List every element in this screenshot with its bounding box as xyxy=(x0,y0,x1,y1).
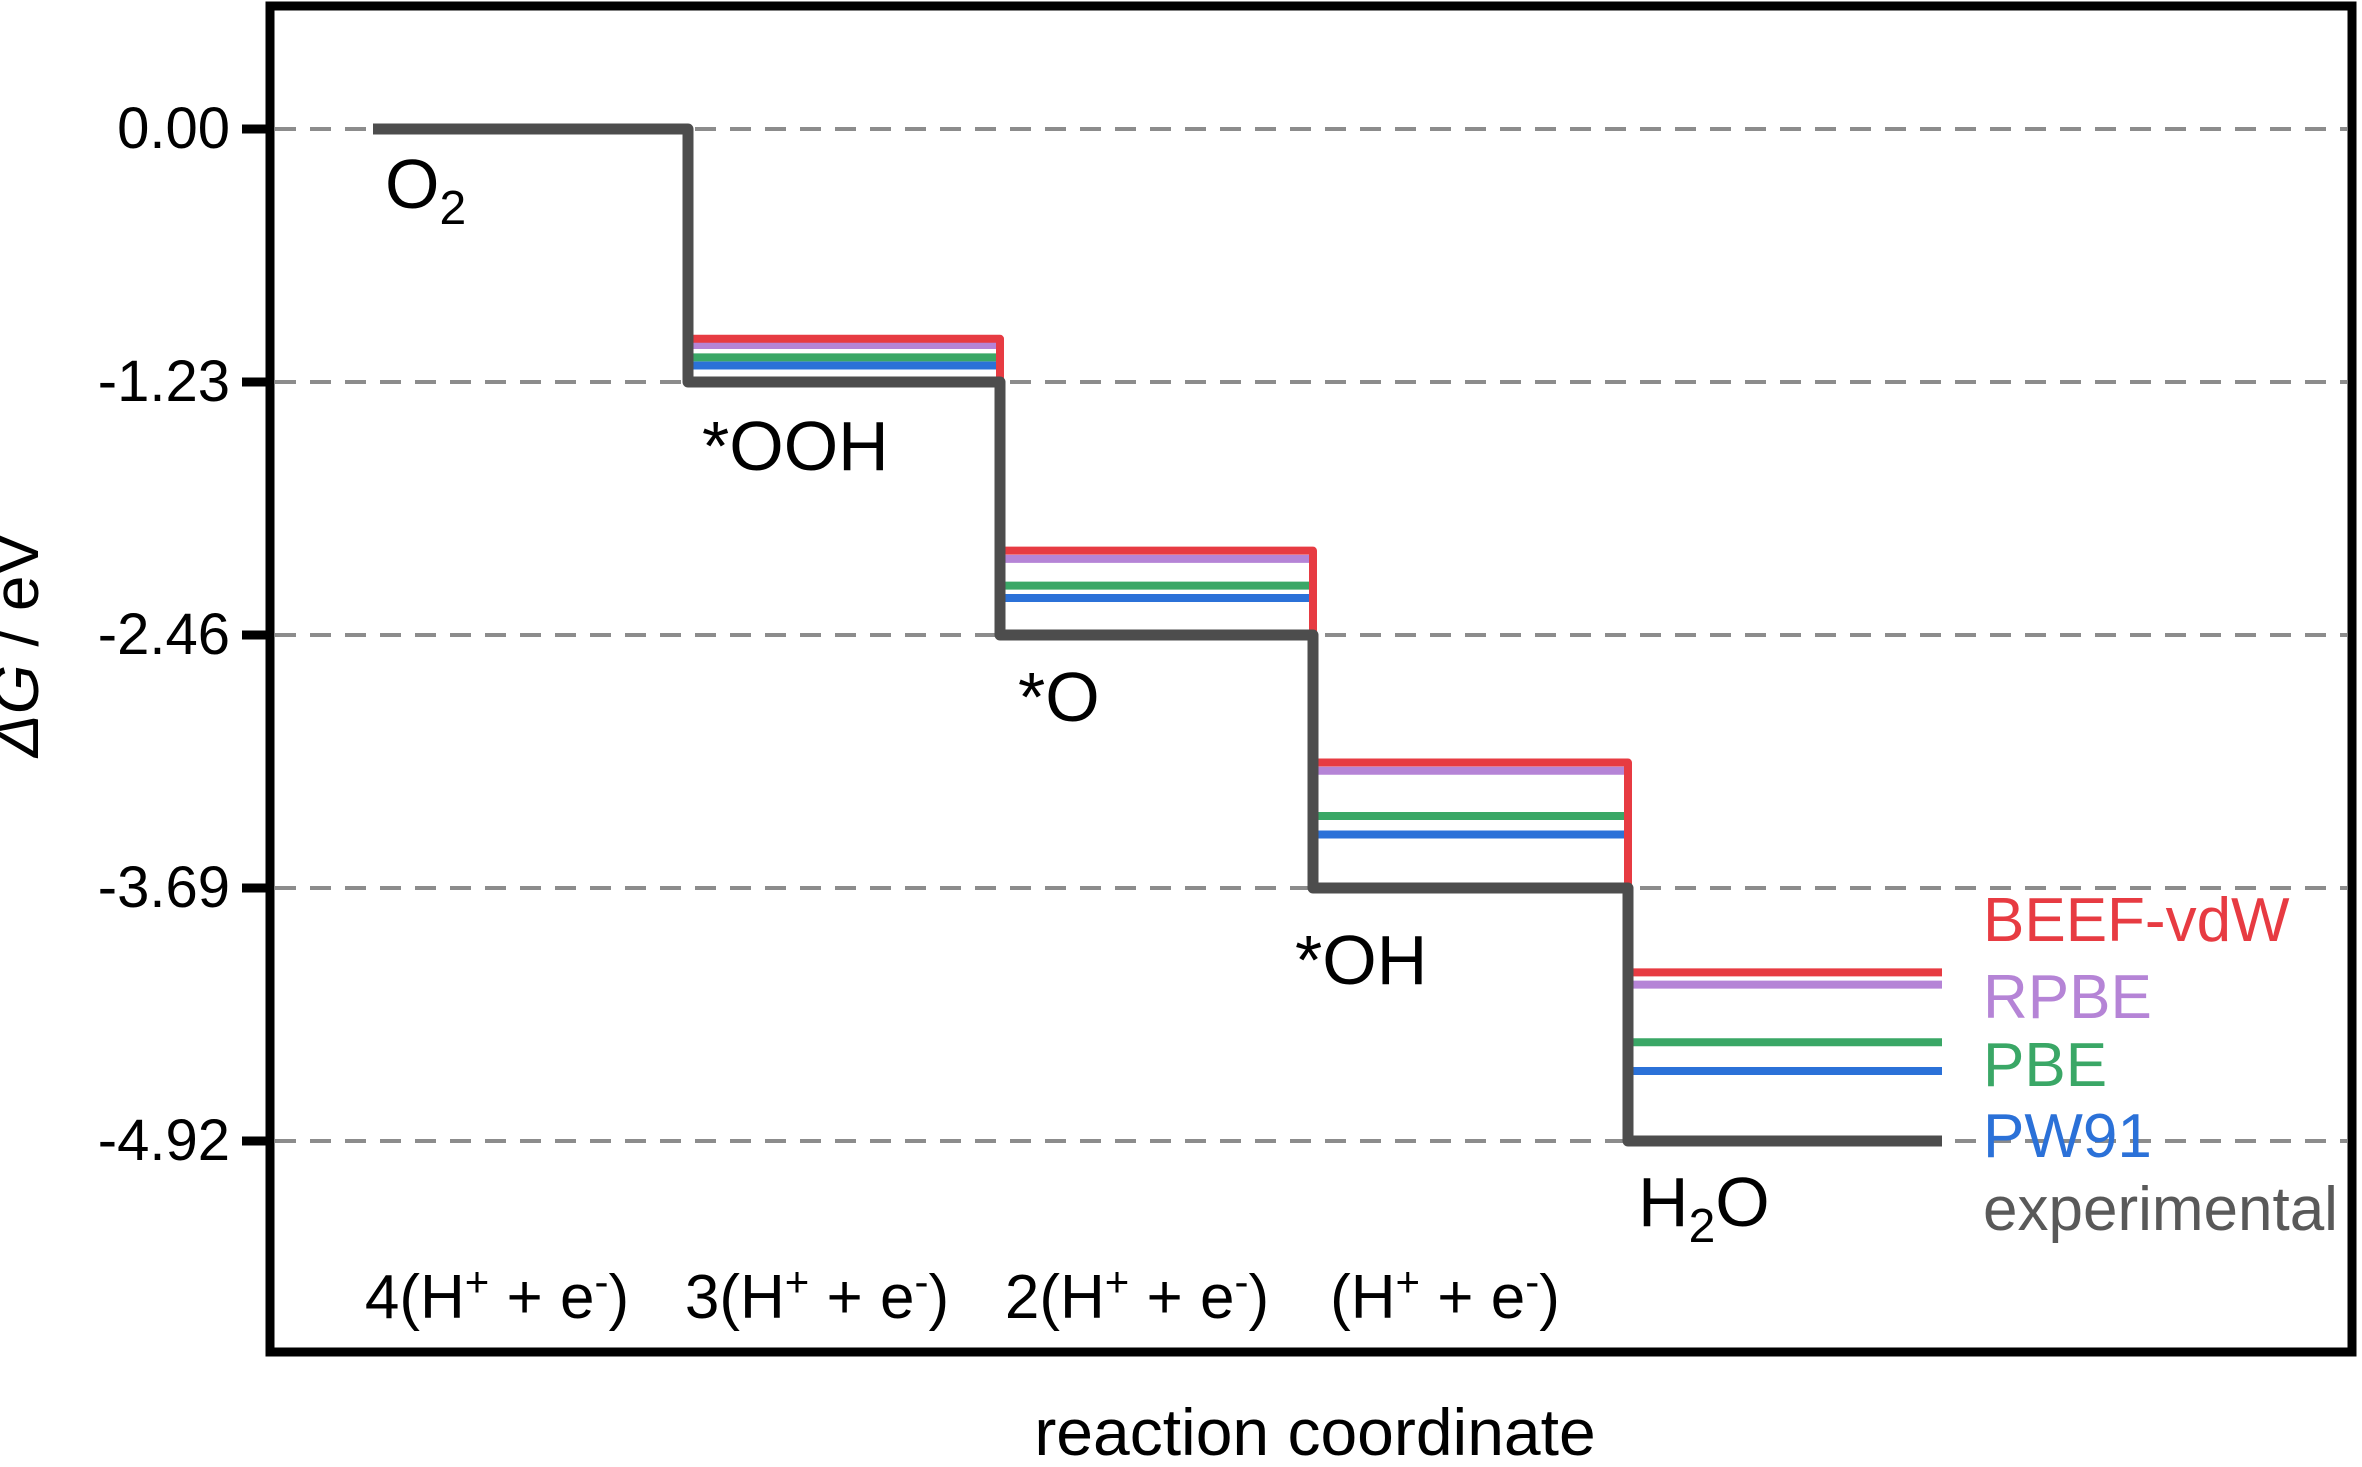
species-label-H2O: H2O xyxy=(1638,1163,1770,1253)
x-axis-title: reaction coordinate xyxy=(1034,1395,1595,1467)
electron-label-4: 4(H+ + e-) xyxy=(365,1258,629,1332)
y-axis-title: ΔG / eV xyxy=(0,533,52,760)
y-tick-label: 0.00 xyxy=(117,96,230,161)
species-label-*O: *O xyxy=(1018,658,1100,736)
legend-label-experimental: experimental xyxy=(1983,1175,2338,1244)
series-line-PW91 xyxy=(373,125,1942,1076)
y-tick-label: -3.69 xyxy=(98,855,230,920)
plot-frame xyxy=(265,1,2357,1357)
electron-label-1: (H+ + e-) xyxy=(1330,1258,1560,1332)
legend-label-BEEF-vdW: BEEF-vdW xyxy=(1983,886,2290,955)
series-line-RPBE xyxy=(373,125,1942,989)
electron-label-2: 2(H+ + e-) xyxy=(1005,1258,1269,1332)
species-label-*OH: *OH xyxy=(1295,921,1427,999)
series-line-experimental xyxy=(373,123,1942,1147)
species-label-O2: O2 xyxy=(385,145,466,235)
y-tick-label: -4.92 xyxy=(98,1108,230,1173)
electron-label-3: 3(H+ + e-) xyxy=(685,1258,949,1332)
legend-label-RPBE: RPBE xyxy=(1983,963,2152,1032)
series-line-BEEF-vdW xyxy=(373,125,1942,977)
y-tick-label: -2.46 xyxy=(98,602,230,667)
legend-label-PBE: PBE xyxy=(1983,1031,2107,1100)
legend-label-PW91: PW91 xyxy=(1983,1102,2152,1171)
y-tick-label: -1.23 xyxy=(98,349,230,414)
series-line-PBE xyxy=(373,125,1942,1047)
species-label-*OOH: *OOH xyxy=(702,407,889,485)
